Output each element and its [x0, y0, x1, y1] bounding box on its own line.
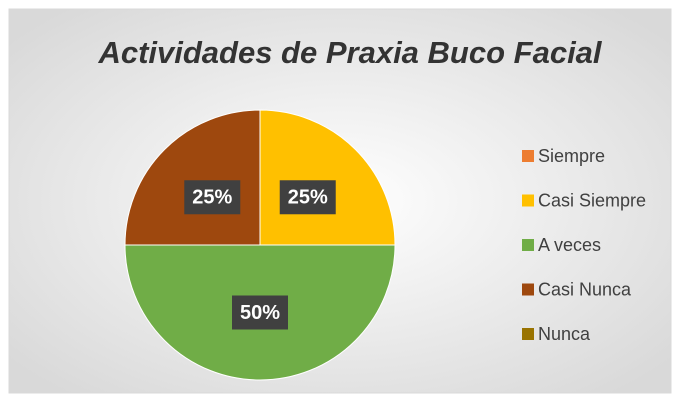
- legend-swatch: [522, 150, 534, 162]
- data-label-box: [279, 180, 336, 215]
- legend-swatch: [522, 239, 534, 251]
- chart-title: Actividades de Praxia Buco Facial: [97, 35, 602, 70]
- data-label: 25%: [288, 187, 328, 209]
- legend-label: Nunca: [538, 324, 591, 344]
- legend-label: Casi Nunca: [538, 279, 632, 299]
- legend-label: Casi Siempre: [538, 190, 646, 210]
- legend-swatch: [522, 283, 534, 296]
- legend-swatch: [522, 328, 534, 340]
- data-label-box: [232, 295, 288, 330]
- data-label-box: [184, 180, 241, 215]
- legend-label: A veces: [538, 235, 601, 255]
- data-label: 25%: [192, 187, 232, 209]
- legend-swatch: [522, 194, 534, 207]
- legend-label: Siempre: [538, 146, 605, 166]
- data-label: 50%: [240, 302, 280, 324]
